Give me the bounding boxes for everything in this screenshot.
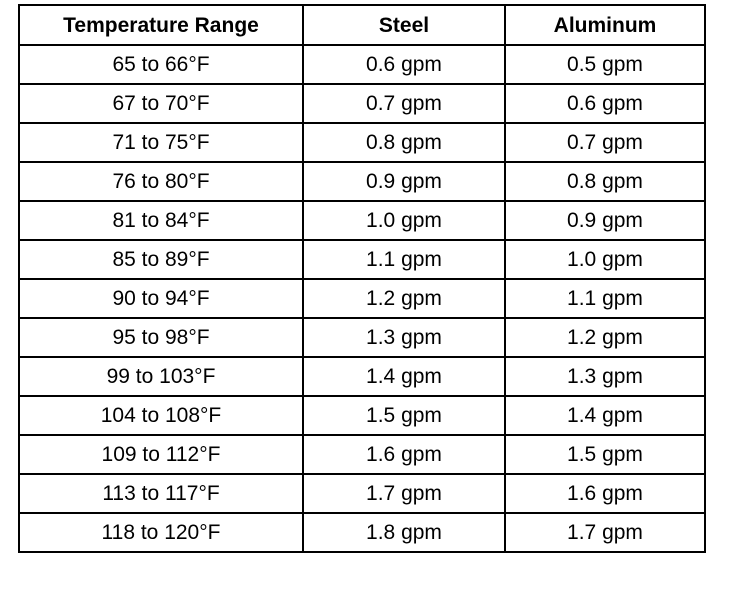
cell-aluminum: 1.3 gpm xyxy=(504,356,706,397)
flow-rate-table: Temperature Range Steel Aluminum 65 to 6… xyxy=(18,4,706,553)
header-temperature-range: Temperature Range xyxy=(18,4,304,46)
cell-steel: 1.0 gpm xyxy=(302,200,506,241)
cell-steel: 1.7 gpm xyxy=(302,473,506,514)
table-row: 113 to 117°F 1.7 gpm 1.6 gpm xyxy=(18,473,706,514)
cell-temperature-range: 65 to 66°F xyxy=(18,44,304,85)
table-row: 71 to 75°F 0.8 gpm 0.7 gpm xyxy=(18,122,706,163)
cell-aluminum: 1.0 gpm xyxy=(504,239,706,280)
cell-steel: 0.6 gpm xyxy=(302,44,506,85)
cell-temperature-range: 113 to 117°F xyxy=(18,473,304,514)
cell-steel: 1.6 gpm xyxy=(302,434,506,475)
cell-aluminum: 1.4 gpm xyxy=(504,395,706,436)
cell-aluminum: 1.1 gpm xyxy=(504,278,706,319)
table-row: 65 to 66°F 0.6 gpm 0.5 gpm xyxy=(18,44,706,85)
cell-steel: 1.4 gpm xyxy=(302,356,506,397)
table-row: 109 to 112°F 1.6 gpm 1.5 gpm xyxy=(18,434,706,475)
cell-temperature-range: 104 to 108°F xyxy=(18,395,304,436)
table-row: 90 to 94°F 1.2 gpm 1.1 gpm xyxy=(18,278,706,319)
cell-steel: 1.8 gpm xyxy=(302,512,506,553)
cell-steel: 1.3 gpm xyxy=(302,317,506,358)
cell-aluminum: 1.5 gpm xyxy=(504,434,706,475)
cell-steel: 0.7 gpm xyxy=(302,83,506,124)
table-row: 81 to 84°F 1.0 gpm 0.9 gpm xyxy=(18,200,706,241)
cell-aluminum: 1.2 gpm xyxy=(504,317,706,358)
cell-temperature-range: 67 to 70°F xyxy=(18,83,304,124)
table-header-row: Temperature Range Steel Aluminum xyxy=(18,4,706,46)
table-row: 76 to 80°F 0.9 gpm 0.8 gpm xyxy=(18,161,706,202)
cell-temperature-range: 71 to 75°F xyxy=(18,122,304,163)
cell-aluminum: 1.6 gpm xyxy=(504,473,706,514)
cell-steel: 0.9 gpm xyxy=(302,161,506,202)
table-row: 95 to 98°F 1.3 gpm 1.2 gpm xyxy=(18,317,706,358)
cell-temperature-range: 95 to 98°F xyxy=(18,317,304,358)
cell-aluminum: 0.8 gpm xyxy=(504,161,706,202)
cell-aluminum: 0.7 gpm xyxy=(504,122,706,163)
cell-temperature-range: 109 to 112°F xyxy=(18,434,304,475)
table-row: 104 to 108°F 1.5 gpm 1.4 gpm xyxy=(18,395,706,436)
cell-temperature-range: 90 to 94°F xyxy=(18,278,304,319)
cell-temperature-range: 99 to 103°F xyxy=(18,356,304,397)
header-aluminum: Aluminum xyxy=(504,4,706,46)
cell-steel: 1.5 gpm xyxy=(302,395,506,436)
table-row: 85 to 89°F 1.1 gpm 1.0 gpm xyxy=(18,239,706,280)
cell-steel: 1.1 gpm xyxy=(302,239,506,280)
table-row: 67 to 70°F 0.7 gpm 0.6 gpm xyxy=(18,83,706,124)
cell-aluminum: 0.5 gpm xyxy=(504,44,706,85)
cell-aluminum: 0.6 gpm xyxy=(504,83,706,124)
cell-temperature-range: 76 to 80°F xyxy=(18,161,304,202)
cell-aluminum: 0.9 gpm xyxy=(504,200,706,241)
header-steel: Steel xyxy=(302,4,506,46)
cell-steel: 0.8 gpm xyxy=(302,122,506,163)
cell-temperature-range: 85 to 89°F xyxy=(18,239,304,280)
cell-temperature-range: 118 to 120°F xyxy=(18,512,304,553)
table-row: 99 to 103°F 1.4 gpm 1.3 gpm xyxy=(18,356,706,397)
cell-temperature-range: 81 to 84°F xyxy=(18,200,304,241)
table-row: 118 to 120°F 1.8 gpm 1.7 gpm xyxy=(18,512,706,553)
cell-aluminum: 1.7 gpm xyxy=(504,512,706,553)
cell-steel: 1.2 gpm xyxy=(302,278,506,319)
